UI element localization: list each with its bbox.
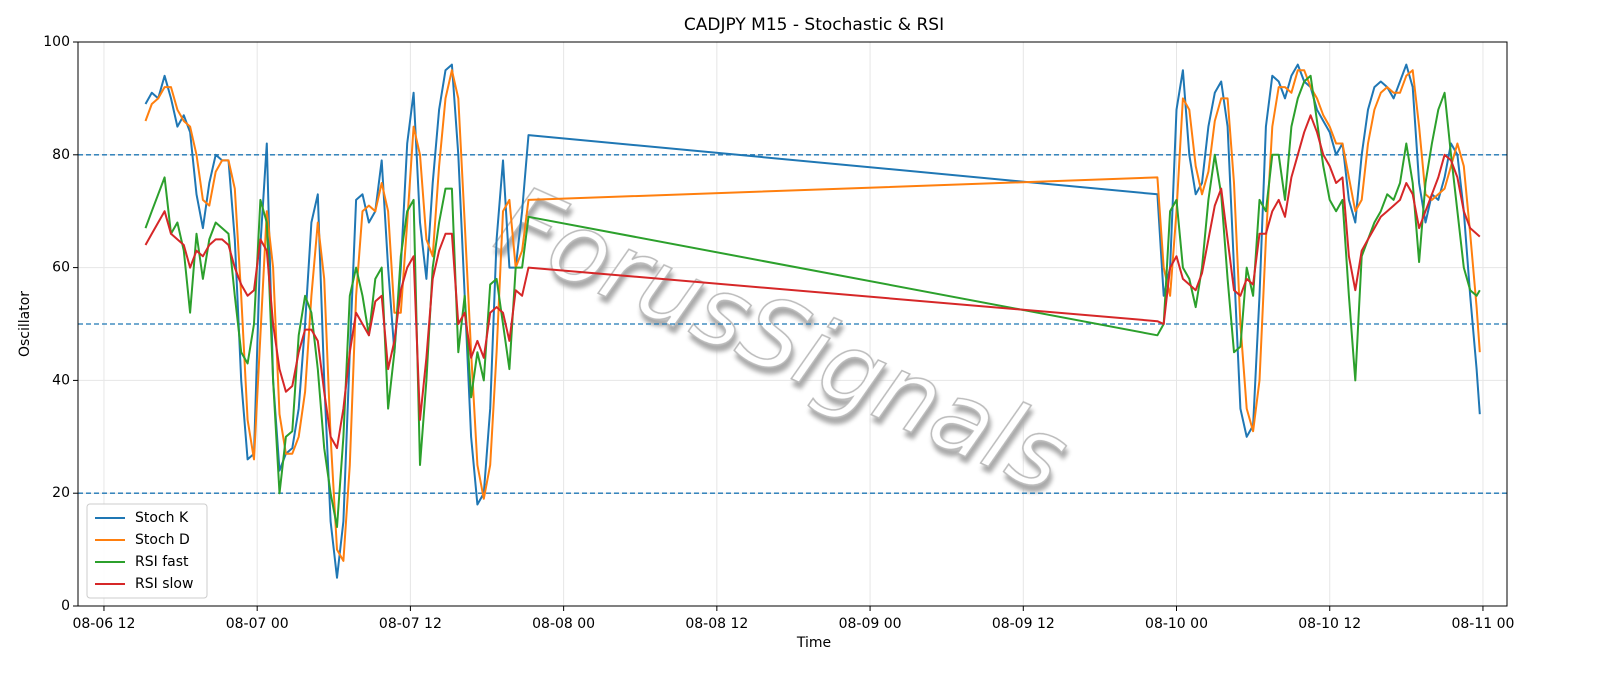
series-line <box>144 114 1481 450</box>
y-tick-label: 20 <box>52 485 70 501</box>
x-tick-label: 08-10 00 <box>1145 616 1208 632</box>
legend-label: Stoch D <box>135 532 190 548</box>
y-tick-label: 40 <box>52 372 70 388</box>
y-tick-label: 80 <box>52 147 70 163</box>
x-tick-label: 08-08 12 <box>685 616 748 632</box>
x-tick-label: 08-09 00 <box>839 616 902 632</box>
y-axis-label: Oscillator <box>17 291 33 357</box>
legend-box <box>86 503 208 599</box>
legend-label: Stoch K <box>135 510 189 526</box>
chart-title: CADJPY M15 - Stochastic & RSI <box>684 15 944 35</box>
y-tick-label: 100 <box>43 34 70 50</box>
legend-label: RSI slow <box>135 576 193 592</box>
x-tick-label: 08-07 00 <box>226 616 289 632</box>
plot-frame <box>77 41 1508 607</box>
legend-label: RSI fast <box>135 554 189 570</box>
x-tick-label: 08-08 00 <box>532 616 595 632</box>
watermark: ForusSignals <box>482 164 1084 514</box>
y-tick-label: 0 <box>61 598 70 614</box>
y-tick-label: 60 <box>52 260 70 276</box>
series-line <box>144 63 1481 579</box>
x-tick-label: 08-11 00 <box>1451 616 1514 632</box>
series-line <box>144 74 1481 528</box>
x-tick-label: 08-06 12 <box>72 616 135 632</box>
series-line <box>144 69 1481 562</box>
x-tick-label: 08-09 12 <box>992 616 1055 632</box>
x-tick-label: 08-07 12 <box>379 616 442 632</box>
x-axis-label: Time <box>796 635 831 651</box>
x-tick-label: 08-10 12 <box>1298 616 1361 632</box>
